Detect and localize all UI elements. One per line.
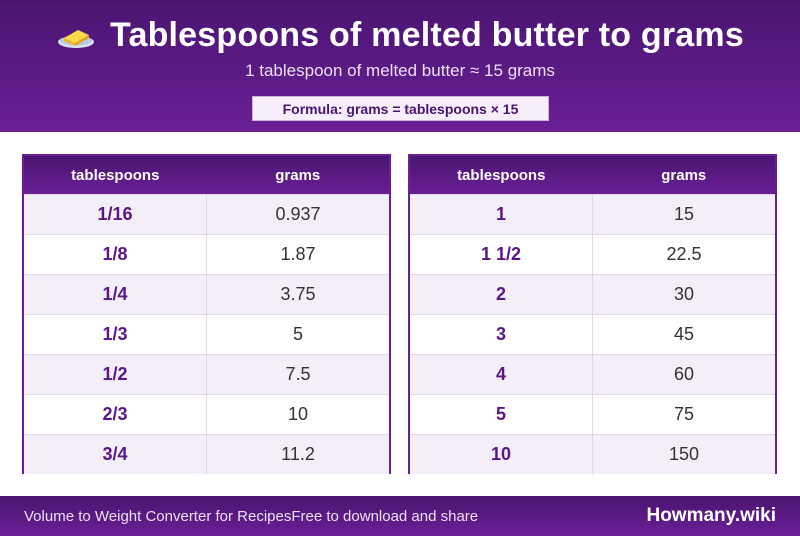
grams-cell: 0.937 [275,204,321,224]
table-row: 1 1/2 22.5 [410,234,775,274]
grams-cell: 60 [673,364,695,384]
tablespoons-cell: 2 [410,275,593,314]
conversion-table-left: tablespoons grams 1/16 0.937 1/8 1.87 1/4 3… [22,154,391,474]
footer-bar: Volume to Weight Converter for Recipes F… [0,496,800,536]
conversion-table-right: tablespoons grams 1 15 1 1/2 22.5 2 30 3 45 … [408,154,777,474]
tablespoons-cell: 3/4 [24,435,207,474]
grams-cell: 10 [287,404,309,424]
table-row: 1 15 [410,194,775,234]
table-header: tablespoons grams [24,156,389,194]
tablespoons-cell: 2/3 [24,395,207,434]
grams-cell: 1.87 [280,244,316,264]
grams-cell: 45 [673,324,695,344]
title-row: Tablespoons of melted butter to grams [0,14,800,56]
page-subtitle: 1 tablespoon of melted butter ≈ 15 grams [245,61,555,80]
grams-cell: 150 [668,444,700,464]
tablespoons-cell: 1/3 [24,315,207,354]
grams-cell: 30 [673,284,695,304]
table-row: 10 150 [410,434,775,474]
grams-cell: 22.5 [666,244,702,264]
table-row: 1/8 1.87 [24,234,389,274]
table-row: 5 75 [410,394,775,434]
tablespoons-cell: 1/2 [24,355,207,394]
tablespoons-cell: 1 [410,195,593,234]
column-header-grams: grams [661,166,707,184]
tablespoons-cell: 3 [410,315,593,354]
tablespoons-cell: 10 [410,435,593,474]
butter-icon [56,20,96,50]
table-row: 3/4 11.2 [24,434,389,474]
table-row: 1/16 0.937 [24,194,389,234]
table-row: 2/3 10 [24,394,389,434]
table-row: 3 45 [410,314,775,354]
formula-box: Formula: grams = tablespoons × 15 [252,96,549,121]
tablespoons-cell: 1/4 [24,275,207,314]
tablespoons-cell: 1 1/2 [410,235,593,274]
table-row: 1/2 7.5 [24,354,389,394]
tablespoons-cell: 1/8 [24,235,207,274]
column-header-tablespoons: tablespoons [457,166,546,184]
grams-cell: 5 [292,324,303,344]
tablespoons-cell: 4 [410,355,593,394]
table-row: 2 30 [410,274,775,314]
grams-cell: 11.2 [281,444,315,464]
column-header-tablespoons: tablespoons [71,166,160,184]
column-header-grams: grams [275,166,321,184]
footer-brand-link[interactable]: Howmany.wiki [646,505,776,526]
tablespoons-cell: 1/16 [24,195,207,234]
page-title: Tablespoons of melted butter to grams [110,15,744,54]
header-banner: Tablespoons of melted butter to grams 1 … [0,0,800,132]
grams-cell: 15 [673,204,695,224]
grams-cell: 7.5 [285,364,311,384]
grams-cell: 3.75 [280,284,316,304]
tablespoons-cell: 5 [410,395,593,434]
footer-converter-text: Volume to Weight Converter for Recipes [24,507,292,525]
table-header: tablespoons grams [410,156,775,194]
table-row: 1/3 5 [24,314,389,354]
footer-share-text: Free to download and share [291,507,479,525]
table-row: 1/4 3.75 [24,274,389,314]
grams-cell: 75 [673,404,695,424]
table-row: 4 60 [410,354,775,394]
